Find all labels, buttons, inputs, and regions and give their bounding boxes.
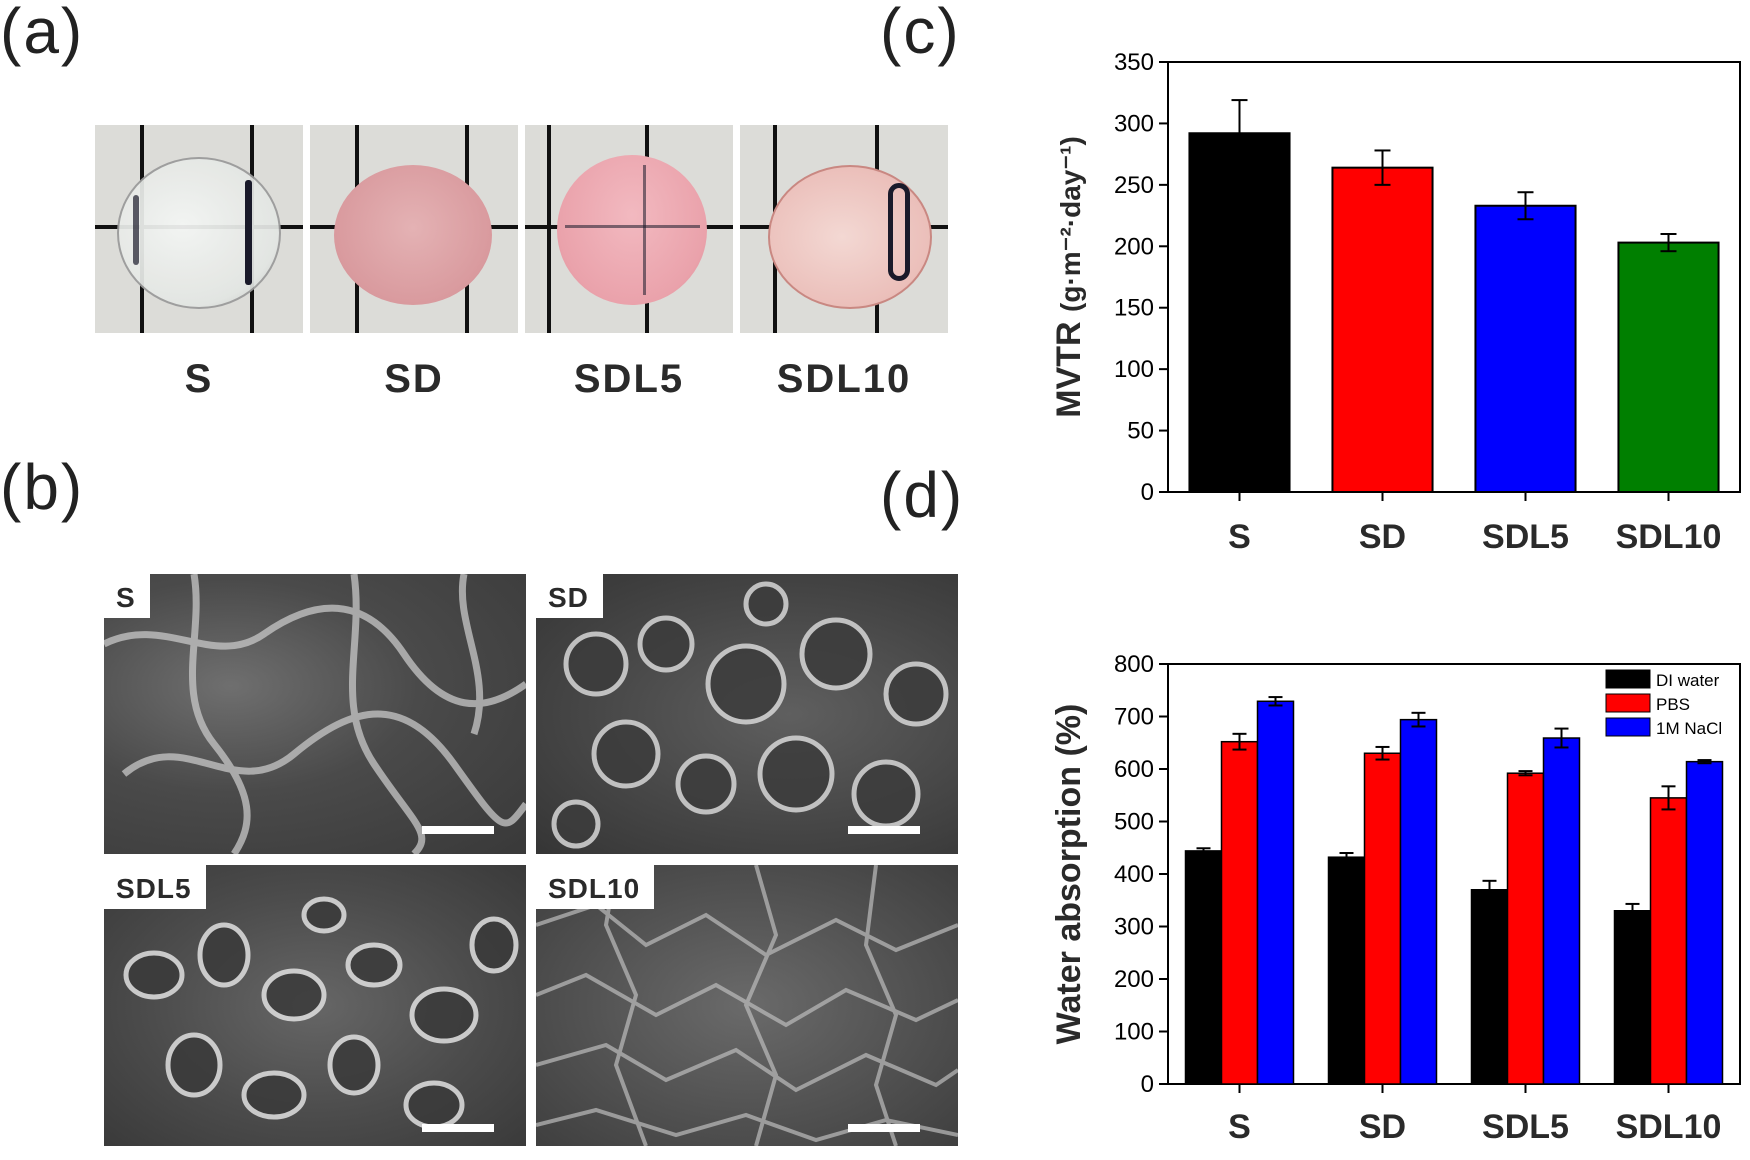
- sample-label-sdl10: SDL10: [776, 357, 912, 401]
- panel-label-b: (b): [0, 451, 85, 523]
- y-axis-label-units: (g·m⁻²·day⁻¹): [1055, 136, 1086, 312]
- sample-label-s: S: [184, 357, 214, 401]
- legend-swatch-3: [1605, 717, 1651, 737]
- legend-swatch-2: [1605, 693, 1651, 713]
- x-tick-label: SDL10: [1616, 1108, 1722, 1146]
- x-tick-label: S: [1228, 1108, 1251, 1146]
- plot-frame: [1167, 61, 1741, 493]
- x-tick-label: S: [1228, 518, 1251, 556]
- legend-swatch-1: [1605, 669, 1651, 689]
- y-tick-label: 200: [1114, 233, 1154, 260]
- bar-s-series-1: [1184, 850, 1223, 1085]
- y-tick-label: 300: [1114, 914, 1154, 941]
- x-tick-label: SDL5: [1482, 518, 1569, 556]
- scale-bar-sdl5: [422, 1124, 494, 1132]
- y-tick-label: 300: [1114, 110, 1154, 137]
- bar-s: [1188, 132, 1291, 493]
- sem-image-sd: SD: [536, 574, 958, 854]
- bar-sdl5-series-2: [1506, 772, 1545, 1085]
- y-tick-label: 150: [1114, 295, 1154, 322]
- y-tick-label: 0: [1141, 1071, 1154, 1098]
- bar-sdl10-series-2: [1649, 797, 1688, 1085]
- bar-sdl10: [1617, 241, 1720, 493]
- photo-sample-sdl5: [525, 125, 733, 333]
- panel-label-a: (a): [0, 0, 85, 67]
- legend-label-1: DI water: [1656, 671, 1720, 690]
- bar-s-series-3: [1256, 700, 1295, 1085]
- y-tick-label: 100: [1114, 356, 1154, 383]
- y-tick-label: 0: [1141, 479, 1154, 506]
- x-tick-label: SDL5: [1482, 1108, 1569, 1146]
- bar-sd-series-1: [1327, 856, 1366, 1085]
- panel-label-d: (d): [880, 459, 965, 531]
- y-axis-label: Water absorption (%): [1050, 704, 1088, 1045]
- sem-image-sdl10: SDL10: [536, 865, 958, 1146]
- legend-label-2: PBS: [1656, 695, 1690, 714]
- sem-tag-sdl5: SDL5: [104, 865, 206, 909]
- y-tick-label: 50: [1127, 418, 1154, 445]
- y-axis-label: MVTR (g·m⁻²·day⁻¹): [1050, 136, 1088, 418]
- sem-tag-s: S: [104, 574, 150, 618]
- bar-sd-series-3: [1399, 718, 1438, 1085]
- y-tick-label: 500: [1114, 809, 1154, 836]
- bar-sd-series-2: [1363, 752, 1402, 1085]
- sem-tag-sd: SD: [536, 574, 603, 618]
- scale-bar-sdl10: [848, 1124, 920, 1132]
- y-tick-label: 800: [1114, 651, 1154, 678]
- y-tick-label: 100: [1114, 1019, 1154, 1046]
- bar-s-series-2: [1220, 740, 1259, 1085]
- scale-bar-sd: [848, 826, 920, 834]
- sem-tag-sdl10: SDL10: [536, 865, 655, 909]
- y-tick-label: 700: [1114, 704, 1154, 731]
- photo-sample-sd: [310, 125, 518, 333]
- y-tick-label: 250: [1114, 172, 1154, 199]
- chart-d-water-absorption: 0 100 200 300 400 500 600 700 800 S SD SDL5 SDL10 Wat…: [1050, 651, 1741, 1146]
- panel-label-c: (c): [880, 0, 961, 67]
- y-tick-label: 400: [1114, 861, 1154, 888]
- photo-sample-sdl10: [740, 125, 948, 333]
- bar-sd: [1331, 166, 1434, 494]
- bar-sdl5-series-3: [1542, 737, 1581, 1085]
- x-tick-label: SD: [1359, 1108, 1406, 1146]
- x-tick-label: SD: [1359, 518, 1406, 556]
- chart-c-mvtr: 0 50 100 150 200 250 300 350 S SD SDL5 SDL10 MVTR (g…: [1050, 49, 1741, 556]
- sem-image-s: S: [104, 574, 526, 854]
- y-tick-label: 200: [1114, 966, 1154, 993]
- y-tick-label: 350: [1114, 49, 1154, 76]
- sample-label-sd: SD: [384, 357, 444, 401]
- bar-sdl10-series-3: [1685, 760, 1724, 1085]
- legend-label-3: 1M NaCl: [1656, 719, 1722, 738]
- bar-sdl5: [1474, 204, 1577, 493]
- scale-bar-s: [422, 826, 494, 834]
- bar-sdl5-series-1: [1470, 889, 1509, 1085]
- photo-sample-s: [95, 125, 303, 333]
- y-tick-label: 600: [1114, 756, 1154, 783]
- sample-label-sdl5: SDL5: [573, 357, 685, 401]
- x-tick-label: SDL10: [1616, 518, 1722, 556]
- sem-image-sdl5: SDL5: [104, 865, 526, 1146]
- y-axis-label-main: MVTR: [1050, 312, 1088, 418]
- bar-sdl10-series-1: [1613, 910, 1652, 1085]
